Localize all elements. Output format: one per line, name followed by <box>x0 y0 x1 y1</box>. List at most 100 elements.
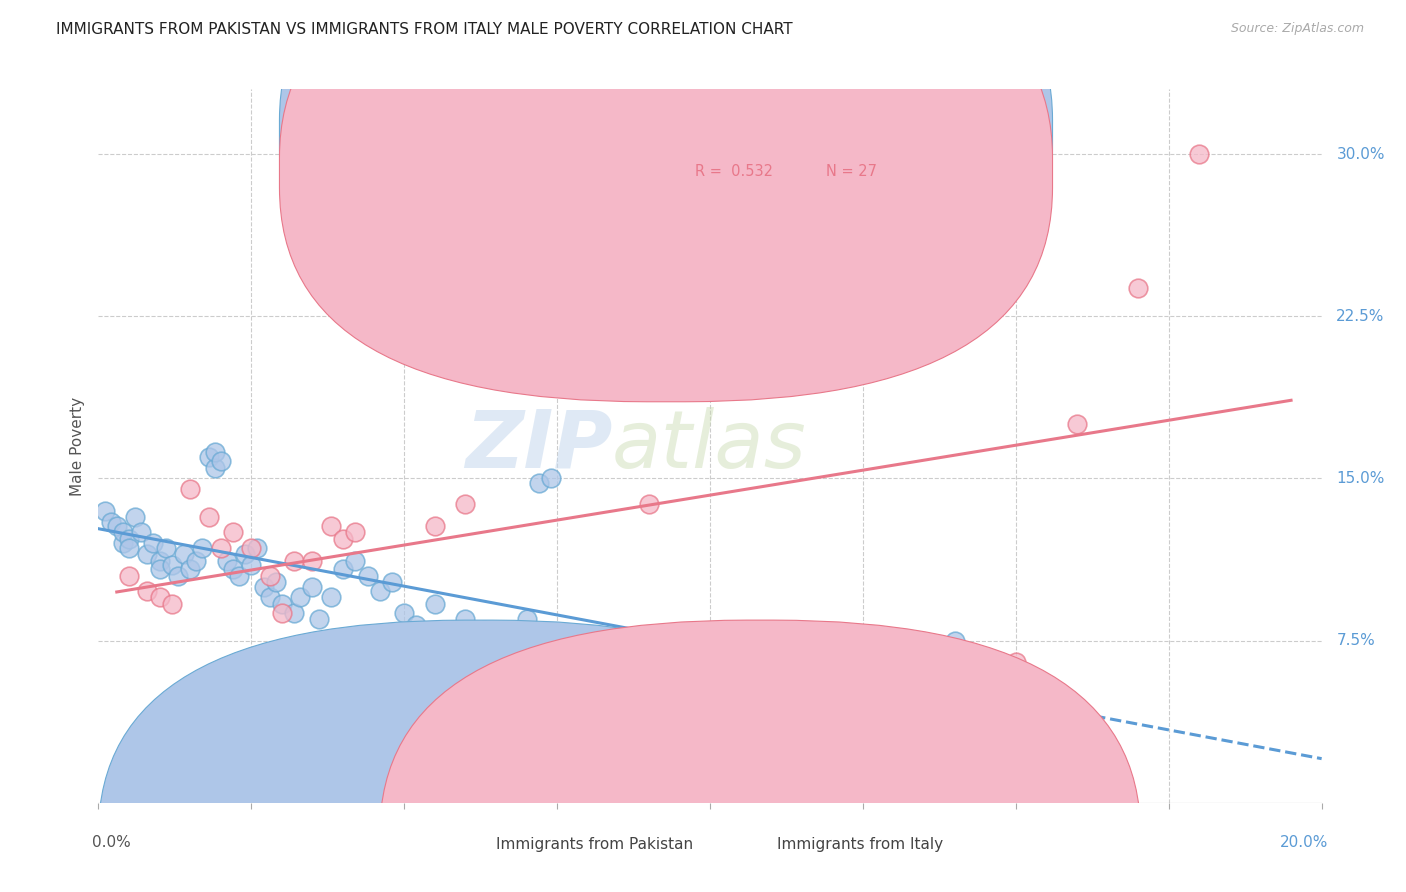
Point <box>759 683 782 698</box>
Point <box>730 670 752 684</box>
Point <box>173 547 195 561</box>
Point <box>883 633 905 648</box>
Point <box>233 547 256 561</box>
Point <box>1004 655 1026 669</box>
Point <box>93 504 115 518</box>
Point <box>259 591 281 605</box>
Text: 0.0%: 0.0% <box>93 835 131 850</box>
Point <box>503 655 526 669</box>
Point <box>883 670 905 684</box>
Point <box>1188 147 1211 161</box>
Point <box>129 525 152 540</box>
Point <box>527 475 550 490</box>
Point <box>186 553 208 567</box>
FancyBboxPatch shape <box>624 103 967 211</box>
Point <box>179 562 201 576</box>
Point <box>222 525 245 540</box>
Point <box>111 536 134 550</box>
Point <box>1128 281 1150 295</box>
Point <box>149 591 172 605</box>
Point <box>240 541 263 555</box>
Point <box>142 536 165 550</box>
Text: N = 68: N = 68 <box>827 126 877 141</box>
Point <box>290 591 312 605</box>
Point <box>564 692 586 706</box>
Point <box>356 568 378 582</box>
Point <box>155 541 177 555</box>
Point <box>197 450 219 464</box>
Point <box>259 568 281 582</box>
Point <box>179 482 201 496</box>
Text: ZIP: ZIP <box>465 407 612 485</box>
Point <box>821 698 844 713</box>
Point <box>270 597 292 611</box>
FancyBboxPatch shape <box>280 0 1053 364</box>
Point <box>381 640 404 654</box>
Text: Immigrants from Italy: Immigrants from Italy <box>778 837 943 852</box>
FancyBboxPatch shape <box>280 0 1053 401</box>
FancyBboxPatch shape <box>98 620 859 892</box>
Point <box>516 612 538 626</box>
Point <box>485 234 508 248</box>
Point <box>485 633 508 648</box>
Point <box>637 670 661 684</box>
Point <box>215 553 238 567</box>
Point <box>204 460 226 475</box>
Point <box>527 655 550 669</box>
Point <box>637 497 661 511</box>
Point <box>270 606 292 620</box>
Point <box>1066 417 1088 432</box>
Text: IMMIGRANTS FROM PAKISTAN VS IMMIGRANTS FROM ITALY MALE POVERTY CORRELATION CHART: IMMIGRANTS FROM PAKISTAN VS IMMIGRANTS F… <box>56 22 793 37</box>
Point <box>454 612 477 626</box>
Point <box>668 640 690 654</box>
Point <box>100 515 122 529</box>
Point <box>118 568 141 582</box>
Point <box>699 640 721 654</box>
Point <box>943 633 966 648</box>
Point <box>301 553 323 567</box>
Point <box>308 612 330 626</box>
Text: 22.5%: 22.5% <box>1336 309 1385 324</box>
Point <box>553 683 575 698</box>
Point <box>392 310 416 324</box>
Point <box>283 553 305 567</box>
Point <box>467 627 489 641</box>
Text: Source: ZipAtlas.com: Source: ZipAtlas.com <box>1230 22 1364 36</box>
Point <box>209 454 232 468</box>
Point <box>191 541 214 555</box>
Point <box>332 562 354 576</box>
Text: 15.0%: 15.0% <box>1336 471 1385 486</box>
Point <box>111 525 134 540</box>
FancyBboxPatch shape <box>380 620 1140 892</box>
Point <box>149 553 172 567</box>
Point <box>160 558 183 572</box>
Point <box>246 541 269 555</box>
Point <box>576 633 599 648</box>
Point <box>332 532 354 546</box>
Point <box>204 445 226 459</box>
Text: R =  0.532: R = 0.532 <box>696 164 773 178</box>
Point <box>118 541 141 555</box>
Text: 30.0%: 30.0% <box>1336 146 1385 161</box>
Point <box>228 568 250 582</box>
Text: N = 27: N = 27 <box>827 164 877 178</box>
Point <box>423 597 446 611</box>
Point <box>124 510 146 524</box>
Point <box>197 510 219 524</box>
Point <box>136 583 159 598</box>
Point <box>222 562 245 576</box>
Point <box>540 471 562 485</box>
Point <box>264 575 287 590</box>
Point <box>392 606 416 620</box>
Text: 20.0%: 20.0% <box>1279 835 1327 850</box>
Text: Immigrants from Pakistan: Immigrants from Pakistan <box>496 837 693 852</box>
Y-axis label: Male Poverty: Male Poverty <box>70 396 86 496</box>
Text: atlas: atlas <box>612 407 807 485</box>
Point <box>381 575 404 590</box>
Point <box>790 692 813 706</box>
Point <box>344 525 367 540</box>
Point <box>472 623 495 637</box>
Point <box>454 497 477 511</box>
Point <box>368 583 391 598</box>
Point <box>105 519 128 533</box>
